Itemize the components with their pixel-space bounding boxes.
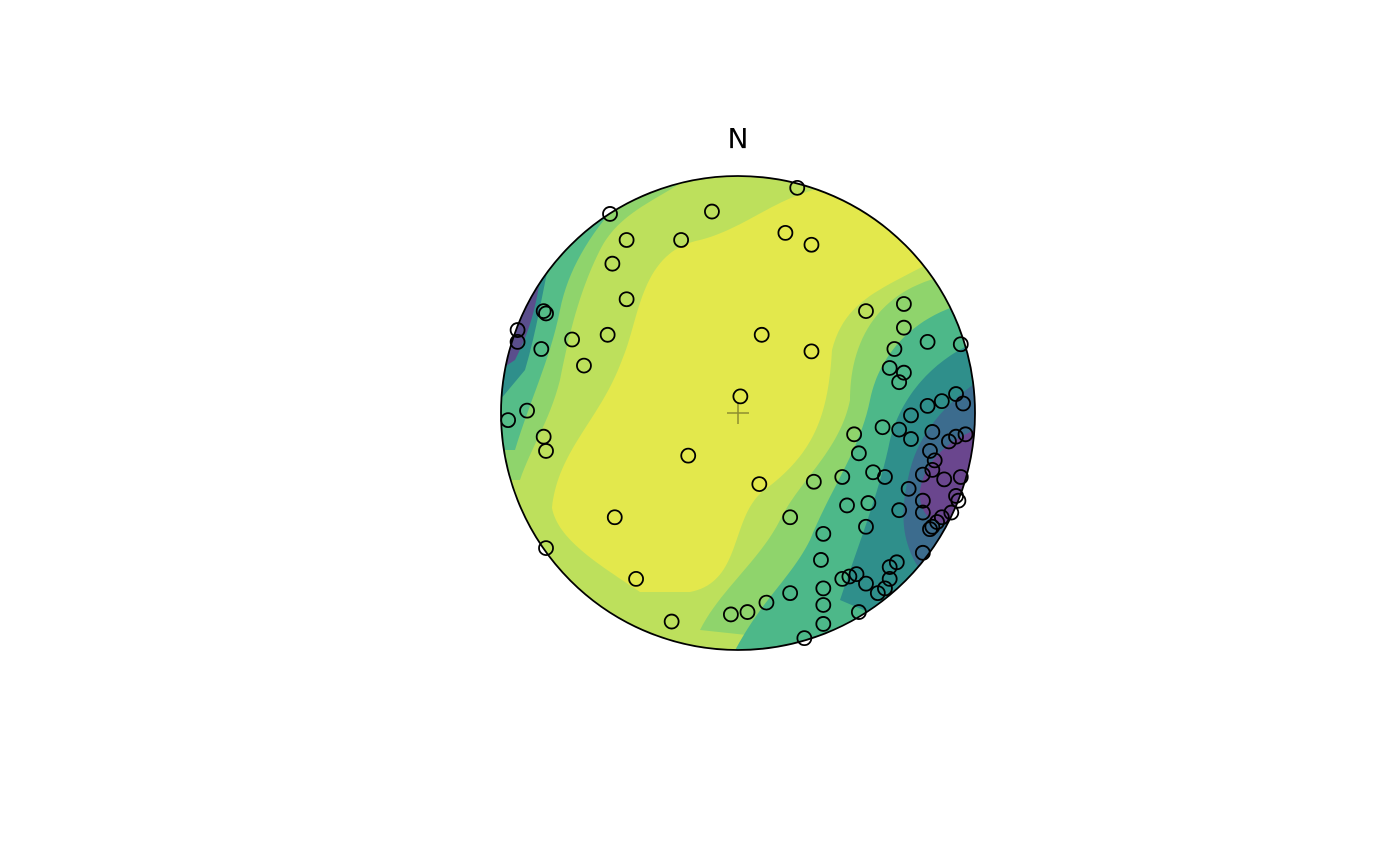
point <box>886 341 903 357</box>
point <box>618 291 635 308</box>
point <box>881 571 898 587</box>
point <box>834 469 851 485</box>
point <box>564 331 580 348</box>
point <box>924 424 941 440</box>
point <box>782 509 799 526</box>
point <box>753 326 770 343</box>
point <box>758 594 775 611</box>
point <box>922 521 938 538</box>
point <box>803 236 820 253</box>
point <box>732 388 749 405</box>
point <box>538 540 554 556</box>
point <box>722 606 739 623</box>
point <box>891 374 908 391</box>
point <box>858 575 874 592</box>
point <box>914 466 931 483</box>
point <box>874 419 891 436</box>
point <box>924 518 941 535</box>
point <box>919 333 936 350</box>
point <box>604 255 621 272</box>
point <box>900 480 917 497</box>
point <box>936 471 953 488</box>
point <box>500 412 517 429</box>
point <box>933 393 950 410</box>
point <box>877 469 893 485</box>
point <box>751 476 768 493</box>
point <box>680 447 697 464</box>
point <box>926 452 943 469</box>
point <box>663 613 680 630</box>
point <box>618 232 635 248</box>
point <box>519 402 535 419</box>
point <box>796 630 813 647</box>
point <box>782 585 799 602</box>
point <box>850 604 867 620</box>
point <box>704 203 720 220</box>
point <box>881 559 898 575</box>
point <box>509 333 526 350</box>
point <box>813 552 829 568</box>
point <box>957 426 974 443</box>
point <box>914 492 931 509</box>
point <box>950 492 967 509</box>
point <box>943 504 960 521</box>
point <box>803 343 820 360</box>
point <box>576 357 592 374</box>
point <box>846 426 863 443</box>
point <box>841 568 858 585</box>
point <box>509 322 526 338</box>
point <box>850 445 867 462</box>
point <box>858 518 874 535</box>
point <box>952 469 969 485</box>
point <box>602 206 618 222</box>
point <box>858 303 874 319</box>
point <box>599 326 616 343</box>
point <box>869 585 886 602</box>
chart-title: N <box>728 122 749 155</box>
point <box>538 305 554 322</box>
point <box>606 509 623 526</box>
point <box>891 421 908 438</box>
point <box>922 443 938 459</box>
point <box>805 473 822 490</box>
point <box>815 525 832 542</box>
point <box>815 597 832 613</box>
point <box>955 395 972 412</box>
point <box>789 179 806 196</box>
point <box>538 443 554 459</box>
point <box>941 433 957 450</box>
net-outline <box>500 175 976 651</box>
point <box>533 341 550 357</box>
point <box>914 504 931 521</box>
point <box>933 509 950 526</box>
point <box>896 296 912 312</box>
point <box>860 495 877 511</box>
point <box>839 497 855 514</box>
point <box>834 571 851 587</box>
point <box>952 336 969 353</box>
point <box>535 303 552 319</box>
point <box>919 397 936 414</box>
point <box>896 319 912 336</box>
point <box>891 502 908 519</box>
point <box>628 571 644 587</box>
point <box>815 616 832 632</box>
point <box>848 566 865 583</box>
point <box>777 224 794 241</box>
point <box>881 360 898 376</box>
point <box>903 431 919 447</box>
point <box>815 580 832 597</box>
point <box>896 364 912 381</box>
point <box>924 461 941 478</box>
point <box>914 544 931 561</box>
point <box>739 604 756 620</box>
point <box>673 232 690 248</box>
point <box>903 407 919 424</box>
